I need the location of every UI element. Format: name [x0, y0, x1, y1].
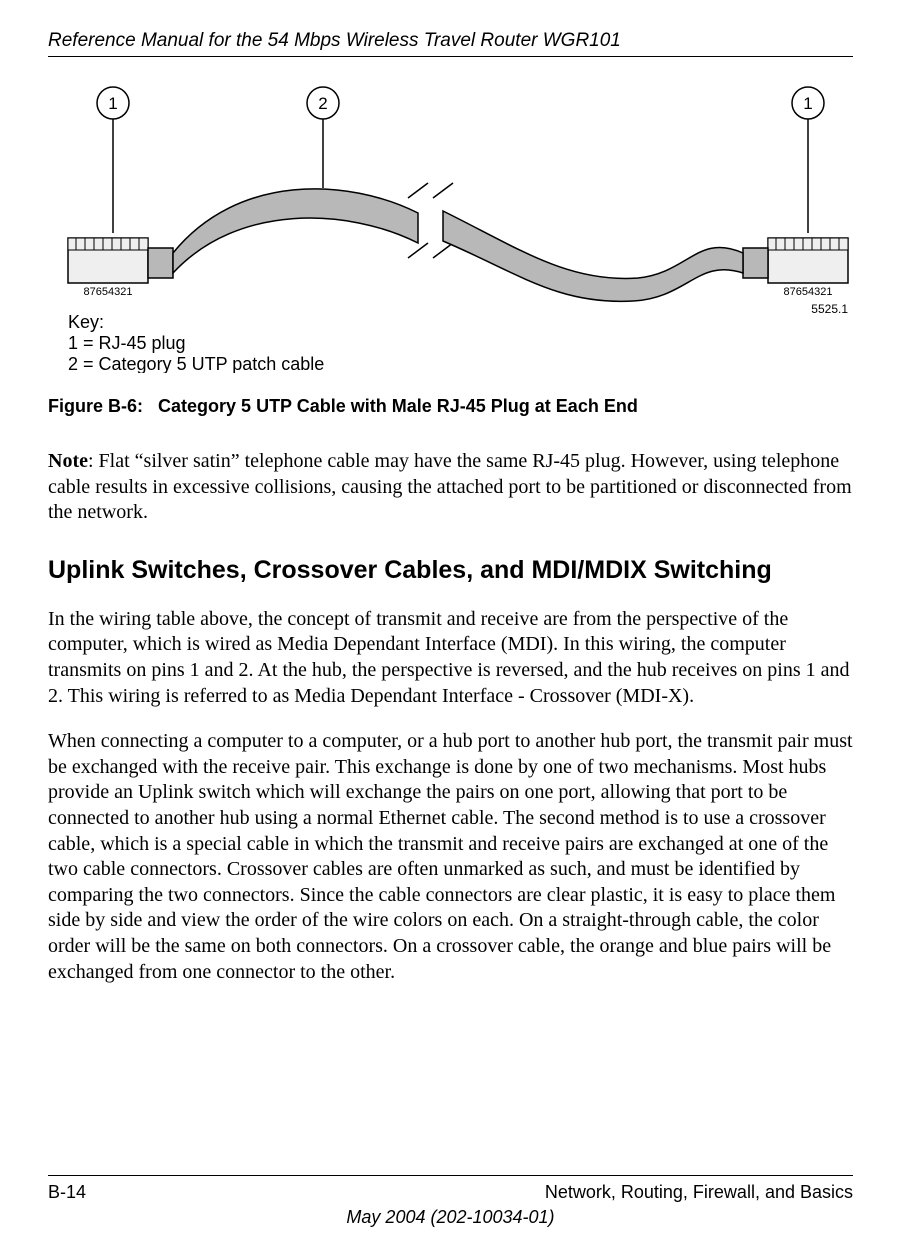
- page-footer: B-14 Network, Routing, Firewall, and Bas…: [48, 1175, 853, 1228]
- figure-caption-text: Category 5 UTP Cable with Male RJ-45 Plu…: [158, 396, 638, 416]
- body-paragraph-2: When connecting a computer to a computer…: [48, 729, 853, 985]
- body-paragraph-1: In the wiring table above, the concept o…: [48, 607, 853, 709]
- svg-text:2: 2: [318, 94, 327, 113]
- note-paragraph: Note: Flat “silver satin” telephone cabl…: [48, 449, 853, 526]
- svg-text:5525.1: 5525.1: [811, 302, 848, 316]
- figure-caption-prefix: Figure B-6:: [48, 396, 143, 416]
- svg-text:1: 1: [108, 94, 117, 113]
- header-rule: [48, 56, 853, 57]
- running-header: Reference Manual for the 54 Mbps Wireles…: [48, 30, 853, 52]
- footer-section: Network, Routing, Firewall, and Basics: [545, 1182, 853, 1203]
- figure-container: 1 2 1 87654321 876543: [48, 83, 853, 378]
- footer-rule: [48, 1175, 853, 1176]
- footer-date: May 2004 (202-10034-01): [48, 1207, 853, 1228]
- section-heading: Uplink Switches, Crossover Cables, and M…: [48, 556, 853, 585]
- svg-text:1 = RJ-45 plug: 1 = RJ-45 plug: [68, 333, 186, 353]
- note-text: : Flat “silver satin” telephone cable ma…: [48, 450, 852, 523]
- svg-text:87654321: 87654321: [784, 286, 833, 298]
- note-label: Note: [48, 450, 88, 472]
- page-number: B-14: [48, 1182, 86, 1203]
- svg-text:2 = Category 5 UTP patch cable: 2 = Category 5 UTP patch cable: [68, 354, 324, 373]
- left-plug: 87654321: [68, 238, 173, 298]
- figure-caption: Figure B-6: Category 5 UTP Cable with Ma…: [48, 396, 853, 417]
- svg-text:87654321: 87654321: [84, 286, 133, 298]
- right-plug: 87654321: [743, 238, 848, 298]
- svg-text:1: 1: [803, 94, 812, 113]
- svg-text:Key:: Key:: [68, 312, 104, 332]
- cable-diagram: 1 2 1 87654321 876543: [48, 83, 853, 373]
